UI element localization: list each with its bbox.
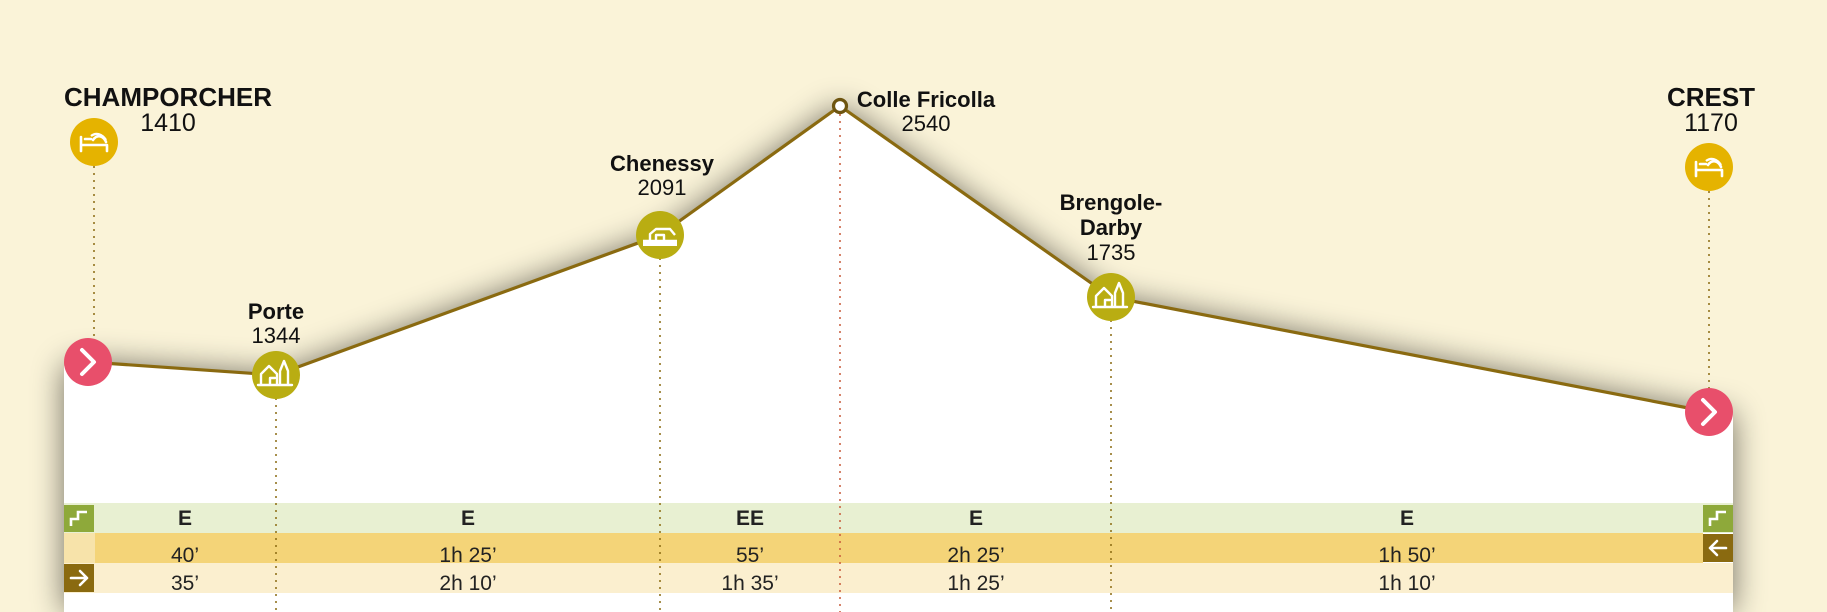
waypoint-altitude: 2540 [902, 111, 951, 136]
end-marker [1685, 388, 1733, 436]
chevron-right-icon [1701, 398, 1717, 426]
profile-line [87, 104, 1710, 414]
waypoint-name: CHAMPORCHER [64, 82, 272, 112]
time-forward-row-left-cap [64, 533, 95, 563]
segment-time-back: 1h 10’ [1378, 572, 1435, 595]
bed-icon [1685, 143, 1733, 191]
bed-icon [70, 118, 118, 166]
arrow-right-icon [64, 564, 94, 592]
waypoint-name: Chenessy [610, 151, 715, 176]
village-icon [1087, 273, 1135, 321]
chevron-right-icon [80, 348, 96, 376]
segment-difficulty: E [969, 507, 983, 530]
segment-time-forward: 1h 25’ [439, 544, 496, 567]
waypoint-name: Colle Fricolla [857, 87, 996, 112]
waypoint-labels: CHAMPORCHER 1410 Porte 1344 Chenessy 209… [64, 82, 1755, 348]
segment-time-back: 35’ [171, 572, 199, 595]
pass-icon [831, 97, 849, 115]
arrow-left-icon [1703, 534, 1733, 562]
waypoint-altitude: 2091 [638, 175, 687, 200]
waypoint-name-line: Brengole- [1060, 190, 1163, 215]
waypoint-name: Brengole-Darby [1060, 190, 1163, 240]
difficulty-icon [64, 505, 94, 532]
waypoint-name-line: Darby [1080, 215, 1143, 240]
segment-difficulty: E [178, 507, 192, 530]
hut-icon [636, 211, 684, 259]
village-icon [252, 351, 300, 399]
segment-time-forward: 1h 50’ [1378, 544, 1435, 567]
segment-table: E E EE E E 40’ 1h 25’ 55’ 2h 25’ 1h 50’ … [64, 503, 1733, 595]
segment-time-forward: 2h 25’ [947, 544, 1004, 567]
time-back-row [64, 563, 1733, 593]
waypoint-altitude: 1344 [252, 323, 301, 348]
start-marker [64, 338, 112, 386]
segment-time-forward: 55’ [736, 544, 764, 567]
segment-time-back: 1h 35’ [721, 572, 778, 595]
segment-time-forward: 40’ [171, 544, 199, 567]
guide-lines [93, 114, 1710, 612]
waypoint-altitude: 1170 [1684, 109, 1738, 137]
segment-difficulty: E [461, 507, 475, 530]
waypoint-altitude: 1735 [1087, 240, 1136, 265]
segment-time-back: 2h 10’ [439, 572, 496, 595]
difficulty-row [64, 503, 1733, 533]
profile-area [64, 106, 1733, 612]
waypoint-altitude: 1410 [140, 109, 196, 137]
segment-difficulty: E [1400, 507, 1414, 530]
difficulty-icon [1703, 505, 1733, 532]
waypoint-name: Porte [248, 299, 304, 324]
segment-time-back: 1h 25’ [947, 572, 1004, 595]
waypoint-name: CREST [1667, 82, 1755, 112]
segment-difficulty: EE [736, 507, 764, 530]
time-forward-row [95, 533, 1703, 563]
